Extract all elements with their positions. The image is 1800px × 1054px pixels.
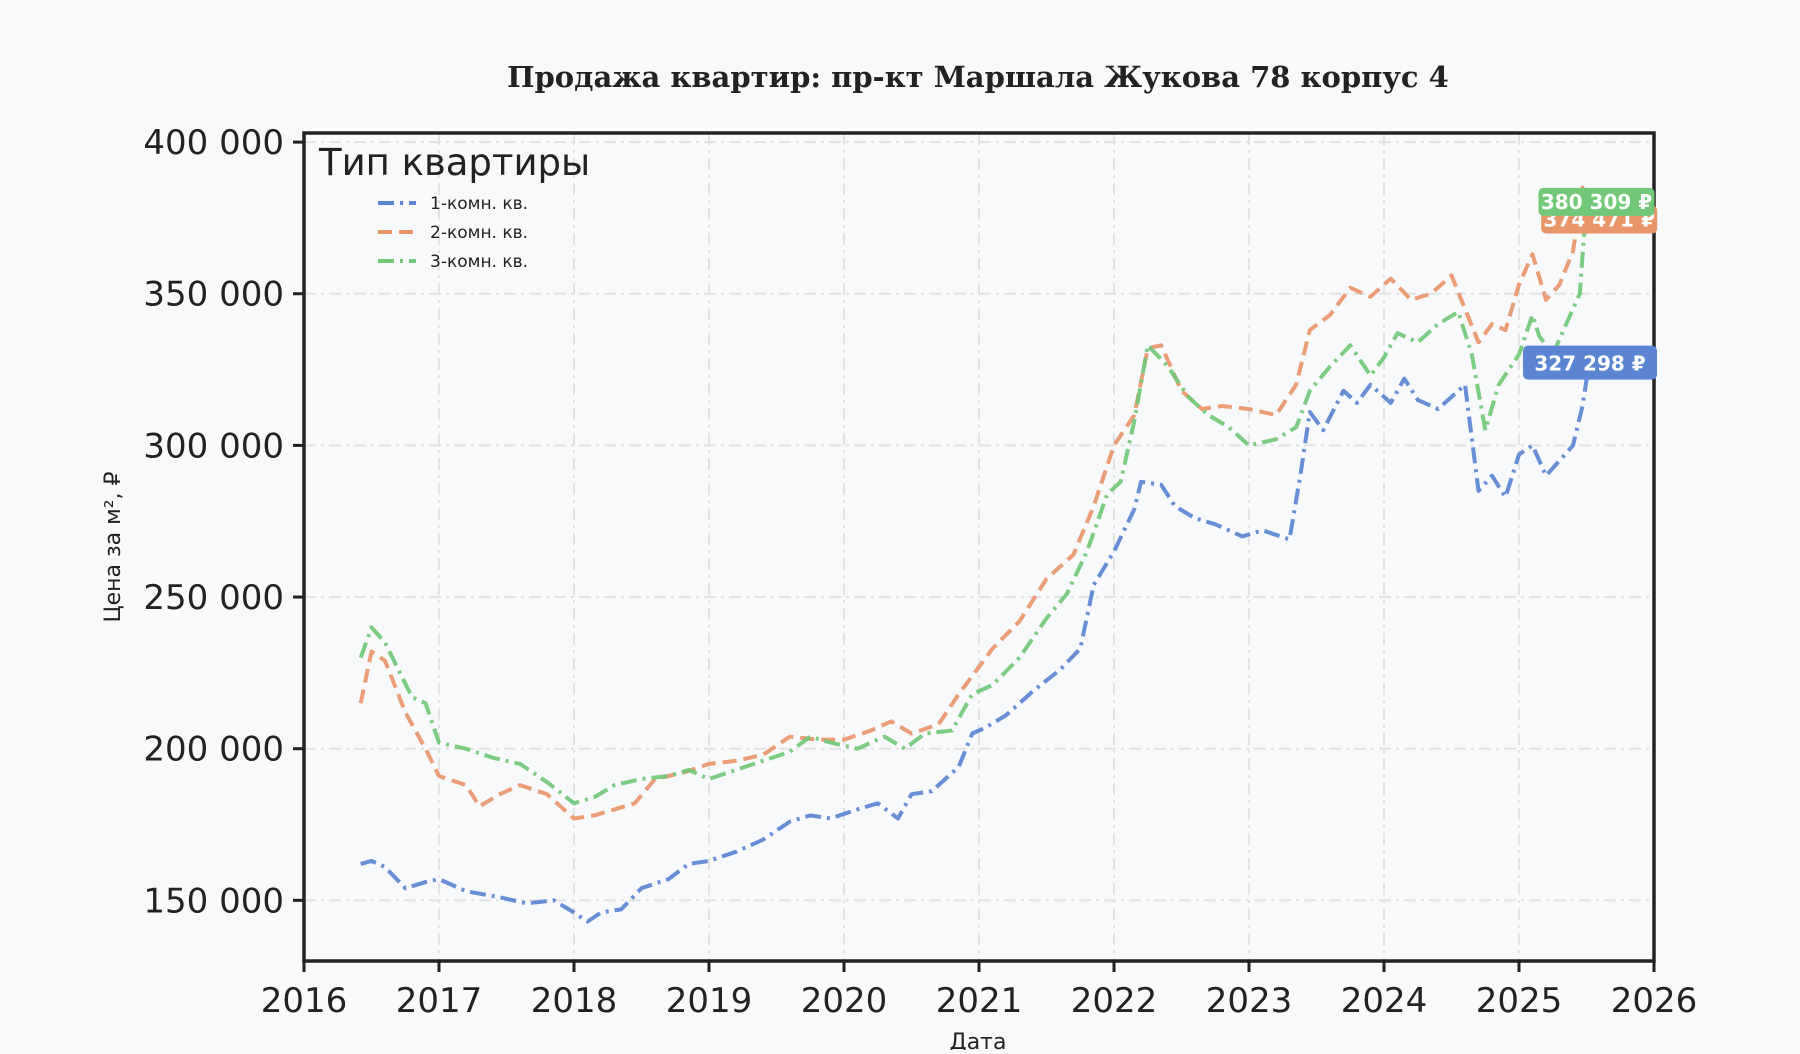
x-tick-label: 2026 xyxy=(1611,981,1698,1021)
series-line-1 xyxy=(360,362,1592,924)
x-tick-label: 2019 xyxy=(666,981,753,1021)
x-tick-label: 2023 xyxy=(1206,981,1293,1021)
x-axis-label: Дата xyxy=(950,1030,1007,1050)
legend-label: 3-комн. кв. xyxy=(430,252,528,272)
y-tick-label: 250 000 xyxy=(143,578,284,618)
y-tick-label: 400 000 xyxy=(143,123,284,163)
legend-items: 1-комн. кв. 2-комн. кв. 3-комн. кв. xyxy=(378,194,528,272)
series-line-2 xyxy=(358,185,1592,821)
x-tick-label: 2025 xyxy=(1476,981,1563,1021)
series-line-3 xyxy=(358,201,1589,806)
y-tick-label: 350 000 xyxy=(143,275,284,315)
x-tick-label: 2021 xyxy=(936,981,1023,1021)
legend: Тип квартиры 1-комн. кв. 2-комн. кв. 3-ком… xyxy=(318,141,590,272)
plot-series xyxy=(358,185,1592,924)
grid-lines xyxy=(303,133,1655,961)
y-tick-label: 150 000 xyxy=(143,881,284,921)
legend-label: 1-комн. кв. xyxy=(430,194,528,214)
x-tick-label: 2018 xyxy=(531,981,618,1021)
x-tick-label: 2024 xyxy=(1341,981,1428,1021)
x-tick-label: 2016 xyxy=(261,981,348,1021)
x-tick-label: 2022 xyxy=(1071,981,1158,1021)
legend-title: Тип квартиры xyxy=(318,141,590,184)
end-label-box xyxy=(1523,345,1657,380)
y-tick-label: 200 000 xyxy=(143,730,284,770)
end-label: 327 298 ₽ xyxy=(1523,345,1657,380)
end-label-text: 380 309 ₽ xyxy=(1541,190,1652,214)
end-labels: 327 298 ₽374 471 ₽380 309 ₽ xyxy=(1523,187,1658,380)
end-label-box xyxy=(1538,187,1655,216)
x-tick-label: 2020 xyxy=(801,981,888,1021)
legend-label: 2-комн. кв. xyxy=(430,223,528,243)
y-axis-label: Цена за м², ₽ xyxy=(101,471,126,622)
y-tick-label: 300 000 xyxy=(143,426,284,466)
chart-title: Продажа квартир: пр-кт Маршала Жукова 78… xyxy=(507,60,1449,94)
end-label-text: 327 298 ₽ xyxy=(1534,352,1645,376)
x-tick-label: 2017 xyxy=(396,981,483,1021)
end-label: 380 309 ₽ xyxy=(1538,187,1655,216)
axis-ticks: 2016 2017 2018 2019 2020 2021 2022 2023 2024 2025… xyxy=(143,123,1697,1021)
